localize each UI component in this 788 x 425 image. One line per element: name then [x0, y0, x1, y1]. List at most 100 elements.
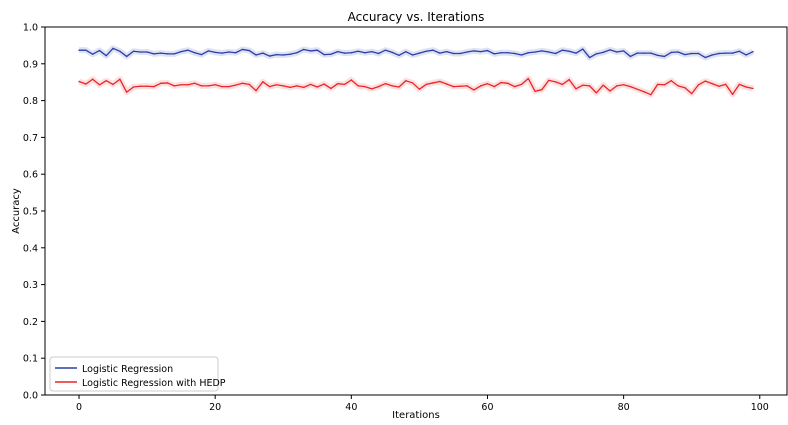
- series-1-point-76: [595, 92, 598, 94]
- series-0-point-41: [357, 50, 359, 52]
- series-0-point-83: [643, 52, 645, 54]
- series-1-point-19: [207, 85, 210, 87]
- series-0-point-6: [119, 50, 121, 52]
- series-0-point-26: [255, 54, 257, 56]
- series-0-point-59: [479, 50, 482, 53]
- legend-label-hedp: Logistic Regression with HEDP: [82, 378, 226, 389]
- series-0-point-25: [248, 49, 250, 52]
- series-0-point-68: [541, 50, 543, 52]
- series-0-point-64: [514, 52, 516, 55]
- y-tick-label-8: 0.8: [23, 96, 38, 107]
- series-1-point-81: [629, 85, 632, 88]
- series-0-point-93: [711, 54, 713, 56]
- series-0-point-96: [731, 52, 734, 54]
- series-0-point-16: [187, 49, 189, 51]
- series-0-point-37: [330, 53, 332, 55]
- x-axis-ticks: 0 20 40 60 80 100: [76, 395, 769, 413]
- series-0-point-56: [459, 52, 461, 55]
- series-1-point-66: [527, 77, 530, 80]
- series-0-point-4: [105, 55, 107, 57]
- series-1-point-16: [187, 84, 189, 86]
- series-0-point-9: [139, 51, 141, 53]
- series-1-point-79: [616, 85, 618, 87]
- series-0-point-39: [343, 52, 346, 54]
- series-0-point-82: [636, 52, 638, 54]
- series-1: [77, 75, 754, 98]
- series-1-point-25: [248, 83, 250, 86]
- series-1-point-38: [337, 82, 339, 85]
- series-0-point-77: [602, 51, 604, 54]
- series-0-point-10: [146, 51, 148, 53]
- series-0-point-0: [78, 49, 80, 51]
- y-tick-label-2: 0.2: [23, 317, 38, 328]
- series-0-point-73: [575, 52, 577, 54]
- series-0-point-19: [207, 50, 210, 52]
- series-1-point-65: [520, 83, 523, 86]
- series-0-point-72: [568, 50, 570, 52]
- series-0-point-55: [452, 52, 455, 55]
- series-0-point-27: [262, 52, 264, 54]
- series-0-point-18: [200, 53, 203, 56]
- series-1-point-2: [91, 78, 94, 80]
- series-1-point-52: [432, 82, 434, 84]
- series-0-point-88: [677, 51, 679, 53]
- series-1-point-18: [200, 85, 203, 87]
- series-0-line: [79, 47, 754, 59]
- series-0-point-80: [622, 50, 625, 52]
- series-0-point-14: [173, 53, 176, 55]
- series-1-point-36: [323, 83, 325, 85]
- series-0-point-43: [371, 50, 373, 53]
- y-tick-label-9: 0.9: [23, 59, 38, 70]
- series-1-point-22: [228, 85, 230, 88]
- series-1-point-88: [677, 85, 679, 87]
- series-0-point-7: [125, 55, 128, 58]
- series-1-point-23: [234, 84, 237, 86]
- series-0-point-33: [302, 48, 305, 51]
- series-0-point-13: [166, 53, 169, 55]
- series-1-point-24: [241, 82, 244, 85]
- series-0-point-87: [670, 51, 672, 54]
- series-0-point-61: [493, 53, 495, 55]
- series-0-point-74: [582, 48, 584, 50]
- series-1-point-10: [146, 85, 148, 87]
- series-1-point-48: [405, 80, 407, 82]
- series-0-point-24: [241, 48, 244, 51]
- series-0-point-47: [398, 54, 400, 57]
- series-0-point-34: [309, 50, 312, 52]
- series-1-point-60: [486, 82, 489, 85]
- series-0-point-92: [704, 56, 707, 59]
- series-1-point-86: [663, 84, 666, 86]
- series-0-point-36: [323, 53, 325, 56]
- series-0-point-44: [377, 52, 380, 55]
- series-1-point-3: [98, 84, 101, 86]
- series-0-point-58: [473, 50, 475, 52]
- series-1-line: [78, 77, 754, 96]
- series-0-point-75: [588, 56, 591, 59]
- series-1-point-50: [418, 88, 421, 90]
- x-tick-label-80: 80: [618, 402, 630, 413]
- series-1-point-68: [541, 88, 543, 91]
- series-1-point-15: [180, 84, 182, 86]
- series-0-point-35: [316, 49, 318, 51]
- series-0: [78, 45, 755, 61]
- series-0-point-45: [384, 49, 387, 51]
- series-1-point-77: [602, 84, 604, 86]
- series-1-point-45: [384, 82, 387, 85]
- y-tick-label-6: 0.6: [23, 170, 38, 181]
- series-0-point-84: [650, 52, 652, 54]
- y-axis-ticks: 0.0 0.1 0.2 0.3 0.4 0.5 0.6 0.7 0.8 0.9 1.0: [23, 23, 45, 402]
- series-1-point-26: [255, 89, 257, 92]
- series-0-point-52: [432, 49, 434, 51]
- series-1-point-93: [711, 82, 713, 85]
- series-1-point-49: [411, 82, 414, 84]
- series-0-point-32: [296, 52, 298, 54]
- series-0-point-69: [548, 51, 550, 53]
- series-1-point-55: [452, 85, 455, 88]
- series-1-point-43: [371, 88, 373, 90]
- series-1-point-69: [548, 79, 550, 82]
- series-0-point-1: [85, 49, 87, 51]
- series-1-point-72: [568, 78, 570, 81]
- x-axis-label: Iterations: [392, 410, 440, 421]
- series-1-point-47: [398, 86, 400, 88]
